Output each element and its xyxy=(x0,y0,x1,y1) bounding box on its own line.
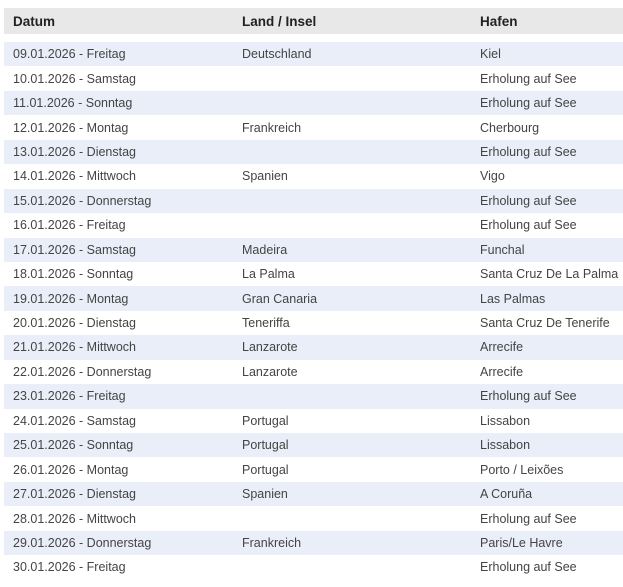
cell-datum: 24.01.2026 - Samstag xyxy=(13,413,136,428)
cell-land: Frankreich xyxy=(242,535,302,550)
cell-land: Portugal xyxy=(242,413,289,428)
cell-datum: 30.01.2026 - Freitag xyxy=(13,560,126,575)
table-row: 20.01.2026 - Dienstag Teneriffa Santa Cruz… xyxy=(4,311,623,335)
cell-hafen: Erholung auf See xyxy=(480,560,577,575)
cell-hafen: Santa Cruz De La Palma xyxy=(480,267,619,282)
cell-hafen: Erholung auf See xyxy=(480,511,577,526)
itinerary-table: Datum Land / Insel Hafen 09.01.2026 - Fr… xyxy=(4,8,623,580)
cell-hafen: Arrecife xyxy=(480,364,524,379)
cell-hafen: A Coruña xyxy=(480,487,533,502)
cell-datum: 15.01.2026 - Donnerstag xyxy=(13,193,152,208)
cell-land: Madeira xyxy=(242,242,288,257)
header-datum: Datum xyxy=(13,13,56,29)
table-row: 10.01.2026 - Samstag Erholung auf See xyxy=(4,66,623,90)
header-land-insel: Land / Insel xyxy=(242,13,317,29)
cell-hafen: Erholung auf See xyxy=(480,218,577,233)
table-row: 09.01.2026 - Freitag Deutschland Kiel xyxy=(4,42,623,67)
cell-land: Teneriffa xyxy=(242,316,290,331)
cell-datum: 09.01.2026 - Freitag xyxy=(13,47,126,62)
cell-datum: 12.01.2026 - Montag xyxy=(13,120,129,135)
cell-land: Deutschland xyxy=(242,47,312,62)
cell-datum: 27.01.2026 - Dienstag xyxy=(13,487,137,502)
table-row: 21.01.2026 - Mittwoch Lanzarote Arrecife xyxy=(4,335,623,360)
cell-hafen: Lissabon xyxy=(480,438,531,453)
cell-hafen: Funchal xyxy=(480,242,525,257)
table-row: 22.01.2026 - Donnerstag Lanzarote Arrecife xyxy=(4,360,623,384)
cell-land: Portugal xyxy=(242,438,289,453)
cell-hafen: Kiel xyxy=(480,47,501,62)
cell-land: Frankreich xyxy=(242,120,302,135)
cell-hafen: Lissabon xyxy=(480,413,531,428)
table-row: 29.01.2026 - Donnerstag Frankreich Paris/L… xyxy=(4,530,623,556)
table-row: 25.01.2026 - Sonntag Portugal Lissabon xyxy=(4,433,623,458)
table-row: 15.01.2026 - Donnerstag Erholung auf See xyxy=(4,188,623,214)
table-header: Datum Land / Insel Hafen xyxy=(4,8,623,34)
table-row: 26.01.2026 - Montag Portugal Porto / Leixõ… xyxy=(4,457,623,481)
table-row: 11.01.2026 - Sonntag Erholung auf See xyxy=(4,90,623,116)
cell-datum: 18.01.2026 - Sonntag xyxy=(13,267,134,282)
table-row: 18.01.2026 - Sonntag La Palma Santa Cruz D… xyxy=(4,262,623,286)
cell-hafen: Erholung auf See xyxy=(480,96,577,111)
table-row: 16.01.2026 - Freitag Erholung auf See xyxy=(4,213,623,237)
table-row: 17.01.2026 - Samstag Madeira Funchal xyxy=(4,237,623,262)
cell-datum: 14.01.2026 - Mittwoch xyxy=(13,169,136,184)
cell-hafen: Arrecife xyxy=(480,340,524,355)
table-row: 12.01.2026 - Montag Frankreich Cherbourg xyxy=(4,115,623,139)
cell-land: Lanzarote xyxy=(242,340,298,355)
cell-datum: 10.01.2026 - Samstag xyxy=(13,71,136,86)
cell-hafen: Las Palmas xyxy=(480,291,546,306)
cell-datum: 29.01.2026 - Donnerstag xyxy=(13,535,152,550)
cell-datum: 20.01.2026 - Dienstag xyxy=(13,316,137,331)
cell-datum: 11.01.2026 - Sonntag xyxy=(13,96,133,111)
cell-land: Spanien xyxy=(242,169,288,184)
cell-datum: 13.01.2026 - Dienstag xyxy=(13,144,137,159)
cell-datum: 26.01.2026 - Montag xyxy=(13,462,129,477)
table-row: 24.01.2026 - Samstag Portugal Lissabon xyxy=(4,409,623,433)
cell-land: La Palma xyxy=(242,267,295,282)
cell-datum: 17.01.2026 - Samstag xyxy=(13,242,136,257)
cell-land: Spanien xyxy=(242,487,288,502)
cell-hafen: Erholung auf See xyxy=(480,389,577,404)
cell-hafen: Erholung auf See xyxy=(480,144,577,159)
cell-datum: 19.01.2026 - Montag xyxy=(13,291,129,306)
table-row: 27.01.2026 - Dienstag Spanien A Coruña xyxy=(4,481,623,507)
cell-land: Lanzarote xyxy=(242,364,298,379)
cell-land: Portugal xyxy=(242,462,289,477)
table-body: 09.01.2026 - Freitag Deutschland Kiel 10.01… xyxy=(4,42,623,580)
cell-hafen: Santa Cruz De Tenerife xyxy=(480,316,610,331)
table-row: 23.01.2026 - Freitag Erholung auf See xyxy=(4,384,623,409)
cell-hafen: Porto / Leixões xyxy=(480,462,564,477)
cell-datum: 23.01.2026 - Freitag xyxy=(13,389,126,404)
cell-land: Gran Canaria xyxy=(242,291,318,306)
cell-datum: 21.01.2026 - Mittwoch xyxy=(13,340,136,355)
table-row: 30.01.2026 - Freitag Erholung auf See xyxy=(4,555,623,579)
cell-hafen: Cherbourg xyxy=(480,120,540,135)
cell-datum: 28.01.2026 - Mittwoch xyxy=(13,511,136,526)
cell-datum: 16.01.2026 - Freitag xyxy=(13,218,126,233)
cell-hafen: Erholung auf See xyxy=(480,193,577,208)
cell-datum: 22.01.2026 - Donnerstag xyxy=(13,364,152,379)
table-row: 28.01.2026 - Mittwoch Erholung auf See xyxy=(4,506,623,530)
cell-hafen: Paris/Le Havre xyxy=(480,535,563,550)
cell-datum: 25.01.2026 - Sonntag xyxy=(13,438,134,453)
header-hafen: Hafen xyxy=(480,13,518,29)
table-row: 14.01.2026 - Mittwoch Spanien Vigo xyxy=(4,164,623,188)
table-row: 13.01.2026 - Dienstag Erholung auf See xyxy=(4,139,623,165)
table-row: 19.01.2026 - Montag Gran Canaria Las Palma… xyxy=(4,286,623,311)
cell-hafen: Vigo xyxy=(480,169,505,184)
cell-hafen: Erholung auf See xyxy=(480,71,577,86)
